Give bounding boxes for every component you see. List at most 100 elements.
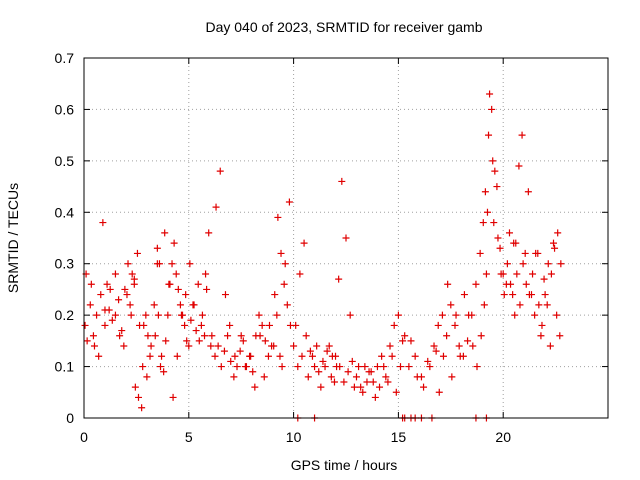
data-point (311, 363, 319, 371)
data-point (195, 337, 203, 345)
data-point (207, 342, 215, 350)
data-point (361, 363, 369, 371)
data-point (164, 311, 172, 319)
y-tick-label: 0.1 (55, 359, 75, 375)
data-point (157, 363, 165, 371)
data-point (384, 378, 392, 386)
data-point (390, 321, 398, 329)
data-point (472, 280, 480, 288)
data-point (151, 332, 159, 340)
y-tick-label: 0.3 (55, 256, 75, 272)
data-point (550, 239, 558, 247)
data-point (251, 383, 259, 391)
data-point (308, 352, 316, 360)
data-point (89, 332, 97, 340)
data-point (535, 301, 543, 309)
data-point (430, 342, 438, 350)
data-point (221, 291, 229, 299)
data-point (350, 383, 358, 391)
data-point (505, 229, 513, 237)
data-point (296, 270, 304, 278)
data-point (216, 167, 224, 175)
data-point (83, 337, 91, 345)
data-point (187, 316, 195, 324)
data-point (304, 373, 312, 381)
data-point (278, 363, 286, 371)
data-point (118, 327, 126, 335)
data-point (255, 311, 263, 319)
data-point (407, 337, 415, 345)
data-point (146, 352, 154, 360)
data-point (357, 383, 365, 391)
tick-labels: 0 5 10 15 20 0 0.1 0.2 0.3 0.4 0.5 0.6 0.7 (55, 50, 512, 445)
y-tick-label: 0.2 (55, 307, 75, 323)
data-point (479, 219, 487, 227)
data-point (256, 332, 264, 340)
data-point (480, 301, 488, 309)
data-point (277, 249, 285, 257)
data-point (488, 105, 496, 113)
x-tick-label: 5 (185, 429, 193, 445)
data-point (486, 90, 494, 98)
data-point (285, 198, 293, 206)
data-point (139, 363, 147, 371)
data-point (330, 378, 338, 386)
data-point (369, 378, 377, 386)
data-point (444, 280, 452, 288)
data-point (270, 342, 278, 350)
data-point (452, 311, 460, 319)
data-point (192, 327, 200, 335)
data-point (373, 363, 381, 371)
data-point (499, 270, 507, 278)
data-point (138, 404, 146, 412)
data-point (247, 352, 255, 360)
data-point (464, 337, 472, 345)
data-point (185, 342, 193, 350)
data-point (553, 311, 561, 319)
data-point (439, 352, 447, 360)
data-point (455, 342, 463, 350)
data-point (111, 311, 119, 319)
data-point (494, 234, 502, 242)
data-point (411, 352, 419, 360)
data-point (396, 363, 404, 371)
data-point (306, 347, 314, 355)
data-point (130, 280, 138, 288)
data-point (172, 270, 180, 278)
data-point (205, 229, 213, 237)
data-point (328, 352, 336, 360)
data-point (150, 301, 158, 309)
data-point (473, 363, 481, 371)
data-point (144, 332, 152, 340)
data-point (298, 352, 306, 360)
plot-frame (83, 57, 609, 419)
data-point (359, 388, 367, 396)
data-point (405, 363, 413, 371)
data-point (294, 363, 302, 371)
data-point (491, 167, 499, 175)
data-point (161, 229, 169, 237)
data-point (115, 296, 123, 304)
data-point (274, 213, 282, 221)
x-tick-label: 20 (495, 429, 511, 445)
data-point (335, 275, 343, 283)
data-point (460, 291, 468, 299)
data-point (493, 183, 501, 191)
data-point (500, 291, 508, 299)
data-point (392, 388, 400, 396)
data-point (546, 342, 554, 350)
data-point (355, 363, 363, 371)
data-point (153, 244, 161, 252)
data-point (490, 219, 498, 227)
data-point (134, 393, 142, 401)
data-point (280, 280, 288, 288)
data-point (121, 285, 129, 293)
data-point (538, 321, 546, 329)
data-point (292, 321, 300, 329)
data-point (220, 347, 228, 355)
data-point (399, 337, 407, 345)
data-point (158, 352, 166, 360)
data-point (201, 332, 209, 340)
data-point (174, 285, 182, 293)
